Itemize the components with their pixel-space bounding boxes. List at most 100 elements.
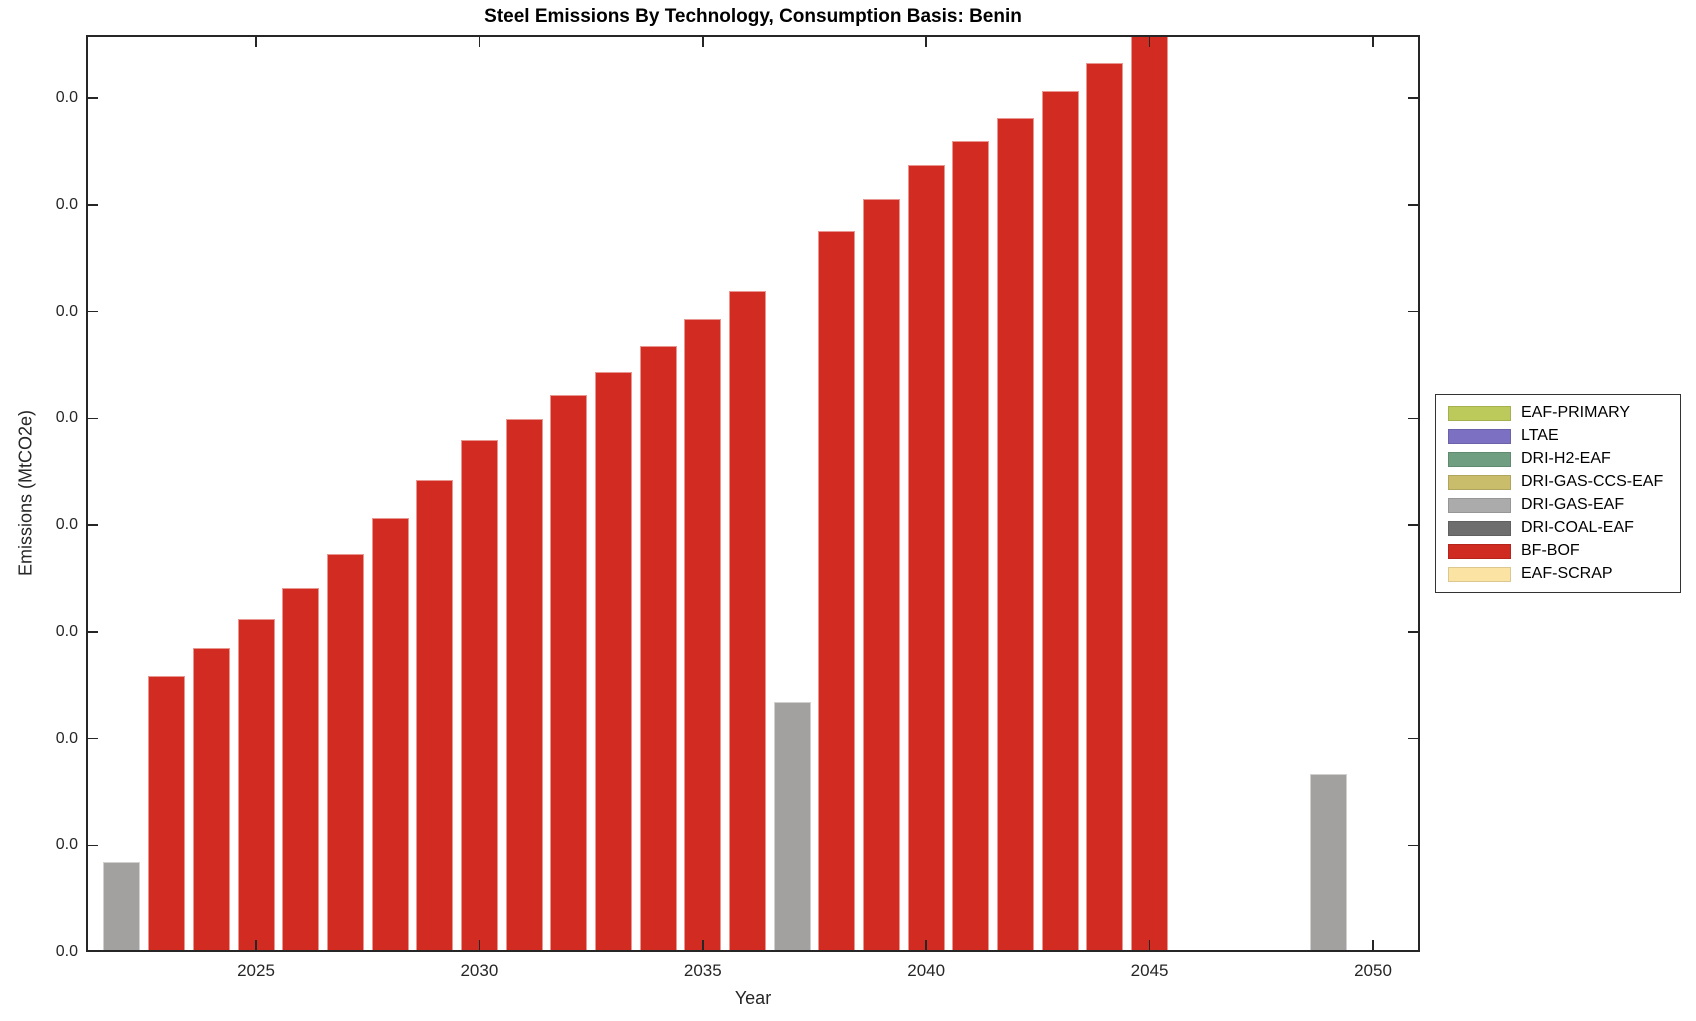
legend-label: DRI-COAL-EAF bbox=[1521, 519, 1634, 536]
legend-swatch-dri-coal-eaf bbox=[1448, 520, 1511, 536]
legend-label: EAF-PRIMARY bbox=[1521, 404, 1631, 421]
x-tick-top bbox=[255, 35, 257, 47]
bar-2044-bf-bof bbox=[1086, 62, 1124, 952]
y-tick-right bbox=[1408, 204, 1420, 206]
bar-2031-bf-bof bbox=[505, 419, 543, 952]
legend-swatch-eaf-primary bbox=[1448, 405, 1511, 421]
legend-label: DRI-GAS-EAF bbox=[1521, 496, 1625, 513]
x-tick-bottom bbox=[925, 940, 927, 952]
y-tick-left bbox=[86, 524, 98, 526]
y-tick-right bbox=[1408, 417, 1420, 419]
y-tick-label: 0.0 bbox=[55, 302, 78, 320]
legend-label: DRI-GAS-CCS-EAF bbox=[1521, 473, 1664, 490]
bar-2027-bf-bof bbox=[326, 553, 364, 952]
x-tick-top bbox=[925, 35, 927, 47]
legend-entry: BF-BOF bbox=[1436, 540, 1680, 563]
x-tick-top bbox=[1372, 35, 1374, 47]
legend-box: EAF-PRIMARY LTAE DRI-H2-EAF DRI-GAS-CCS-EAF… bbox=[1435, 394, 1681, 593]
x-tick-label: 2050 bbox=[1354, 961, 1392, 980]
bar-2030-bf-bof bbox=[460, 439, 498, 952]
y-tick-left bbox=[86, 631, 98, 633]
x-tick-bottom bbox=[478, 940, 481, 952]
legend-swatch-eaf-scrap bbox=[1448, 566, 1511, 582]
y-tick-left bbox=[86, 951, 98, 952]
y-tick-label: 0.0 bbox=[55, 89, 78, 106]
legend-entry: DRI-H2-EAF bbox=[1436, 448, 1680, 471]
y-tick-left bbox=[86, 417, 98, 419]
x-axis-label: Year bbox=[734, 988, 772, 1008]
x-tick-bottom bbox=[1148, 940, 1151, 952]
y-tick-left bbox=[86, 310, 98, 313]
bar-2040-bf-bof bbox=[907, 165, 945, 952]
y-tick-left bbox=[86, 97, 98, 99]
y-tick-label: 0.0 bbox=[55, 729, 78, 747]
y-tick-label: 0.0 bbox=[55, 943, 78, 960]
bar-2033-bf-bof bbox=[594, 372, 632, 952]
bar-2037-dri-gas-eaf bbox=[773, 702, 811, 952]
bar-2035-bf-bof bbox=[684, 318, 722, 952]
legend-swatch-ltae bbox=[1448, 428, 1511, 444]
legend-swatch-dri-gas-ccs-eaf bbox=[1448, 474, 1511, 490]
y-tick-label: 0.0 bbox=[55, 836, 78, 854]
legend-entry: DRI-GAS-EAF bbox=[1436, 494, 1680, 517]
y-tick-right bbox=[1408, 524, 1420, 526]
bar-2039-bf-bof bbox=[863, 199, 901, 952]
legend-swatch-dri-gas-eaf bbox=[1448, 497, 1511, 513]
x-tick-bottom bbox=[255, 940, 257, 952]
bar-2029-bf-bof bbox=[416, 480, 454, 952]
chart-title: Steel Emissions By Technology, Consumpti… bbox=[484, 6, 1022, 27]
bar-2041-bf-bof bbox=[952, 140, 990, 952]
legend-label: EAF-SCRAP bbox=[1521, 565, 1613, 582]
legend-entry: DRI-GAS-CCS-EAF bbox=[1436, 471, 1680, 494]
x-tick-bottom bbox=[1372, 940, 1374, 952]
bar-2026-bf-bof bbox=[282, 587, 320, 952]
y-tick-left bbox=[86, 204, 98, 206]
legend-entry: EAF-SCRAP bbox=[1436, 563, 1680, 586]
y-tick-right bbox=[1408, 951, 1420, 952]
bar-2038-bf-bof bbox=[818, 231, 856, 952]
bar-2043-bf-bof bbox=[1041, 90, 1079, 952]
bar-2034-bf-bof bbox=[639, 345, 677, 952]
legend-label: DRI-H2-EAF bbox=[1521, 450, 1611, 467]
legend-entry: EAF-PRIMARY bbox=[1436, 402, 1680, 425]
x-tick-label: 2030 bbox=[460, 961, 499, 980]
bar-2049-dri-gas-eaf bbox=[1309, 773, 1347, 952]
x-tick-label: 2045 bbox=[1130, 961, 1169, 980]
x-tick-top bbox=[1148, 35, 1151, 47]
bar-2045-bf-bof bbox=[1131, 35, 1169, 952]
x-tick-bottom bbox=[702, 940, 704, 952]
y-tick-right bbox=[1408, 97, 1420, 99]
bar-2042-bf-bof bbox=[997, 118, 1035, 952]
y-tick-label: 0.0 bbox=[55, 195, 78, 213]
y-tick-right bbox=[1408, 310, 1420, 313]
bar-2036-bf-bof bbox=[728, 291, 766, 952]
bar-2028-bf-bof bbox=[371, 517, 409, 952]
x-tick-label: 2040 bbox=[907, 961, 946, 980]
bar-2024-bf-bof bbox=[192, 647, 230, 952]
legend-swatch-dri-h2-eaf bbox=[1448, 451, 1511, 467]
y-axis-label: Emissions (MtCO2e) bbox=[15, 409, 36, 577]
y-tick-right bbox=[1408, 844, 1420, 846]
x-tick-label: 2035 bbox=[683, 961, 722, 980]
y-tick-right bbox=[1408, 631, 1420, 633]
bar-2023-bf-bof bbox=[148, 675, 186, 952]
legend-label: LTAE bbox=[1521, 427, 1559, 444]
x-tick-top bbox=[478, 35, 481, 47]
bar-2032-bf-bof bbox=[550, 394, 588, 952]
legend-entry: DRI-COAL-EAF bbox=[1436, 517, 1680, 540]
y-tick-label: 0.0 bbox=[55, 516, 78, 533]
legend-swatch-bf-bof bbox=[1448, 543, 1511, 559]
x-tick-top bbox=[702, 35, 704, 47]
y-tick-right bbox=[1408, 737, 1420, 740]
x-tick-label: 2025 bbox=[237, 961, 275, 980]
legend-entry: LTAE bbox=[1436, 425, 1680, 448]
y-tick-label: 0.0 bbox=[55, 622, 78, 640]
bar-2025-bf-bof bbox=[237, 618, 275, 952]
y-tick-left bbox=[86, 844, 98, 846]
bar-2022-dri-gas-eaf bbox=[103, 862, 141, 952]
legend-label: BF-BOF bbox=[1521, 542, 1580, 559]
plot-area bbox=[86, 35, 1420, 952]
y-tick-left bbox=[86, 737, 98, 740]
y-tick-label: 0.0 bbox=[55, 409, 78, 427]
